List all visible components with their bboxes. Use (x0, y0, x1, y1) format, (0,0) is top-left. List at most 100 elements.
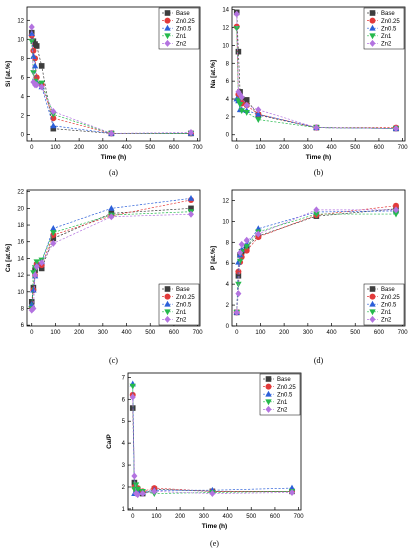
x-tick-label: 600 (270, 514, 281, 520)
data-point-zn0.5 (28, 30, 35, 37)
legend-label: Zn2 (277, 408, 288, 414)
legend-marker (265, 405, 272, 413)
legend-label: Zn0.25 (176, 19, 195, 25)
data-point-zn2 (108, 129, 115, 137)
data-point-zn0.25 (243, 247, 250, 254)
x-tick-label: 0 (30, 145, 34, 151)
data-point-zn2 (238, 240, 245, 248)
y-tick-label: 4 (226, 97, 230, 103)
data-point-zn2 (33, 263, 40, 271)
legend-label: Zn2 (176, 318, 187, 324)
data-point-zn1 (235, 281, 242, 288)
y-tick-label: 6 (226, 261, 230, 267)
x-tick-label: 400 (223, 514, 234, 520)
data-point-zn0.5 (30, 53, 37, 59)
panel-label: (c) (109, 356, 118, 365)
legend-marker (164, 300, 171, 307)
legend-marker (369, 10, 376, 16)
x-tick-label: 700 (398, 145, 409, 151)
x-tick-label: 200 (74, 145, 85, 151)
x-tick-label: 700 (193, 145, 204, 151)
panel-label: (b) (314, 168, 324, 177)
data-point-zn2 (233, 10, 240, 18)
x-tick-label: 300 (199, 514, 210, 520)
legend-label: Zn2 (381, 318, 392, 324)
y-tick-label: 8 (226, 61, 230, 67)
data-point-zn2 (235, 290, 242, 298)
data-point-zn2 (288, 488, 295, 496)
y-tick-label: 8 (21, 306, 25, 312)
data-point-zn2 (50, 108, 57, 116)
x-tick-label: 200 (74, 330, 85, 336)
data-point-zn1 (243, 110, 250, 116)
data-point-zn2 (33, 81, 40, 89)
legend-label: Zn0.25 (176, 295, 195, 301)
data-point-base (38, 63, 45, 69)
legend-marker (369, 293, 376, 300)
series-line-zn2 (31, 26, 191, 134)
data-point-base (235, 48, 242, 55)
data-point-zn2 (32, 271, 39, 279)
data-point-zn2 (30, 304, 37, 312)
legend-label: Zn0.5 (277, 392, 293, 398)
chart-panel-2: 0 100 200 300 400 500 600 700 0 2 4 6 8 10 12 14 Time (h… (210, 6, 409, 177)
y-tick-label: 8 (226, 240, 230, 246)
x-tick-label: 700 (294, 514, 305, 520)
legend-label: Zn2 (176, 42, 187, 48)
y-axis-label: Na [at.%] (210, 60, 217, 88)
legend-marker (369, 39, 376, 47)
y-tick-label: 4 (226, 282, 230, 288)
data-point-zn1 (243, 244, 250, 250)
x-tick-label: 600 (374, 145, 385, 151)
legend-marker (369, 300, 376, 307)
data-point-base (33, 43, 40, 49)
y-tick-label: 2 (122, 485, 126, 491)
y-tick-label: 6 (122, 397, 126, 403)
y-axis-label: Ca [at.%] (5, 244, 12, 272)
x-tick-label: 500 (145, 330, 156, 336)
legend-marker (164, 286, 171, 292)
data-point-zn2 (108, 213, 115, 221)
x-tick-label: 200 (175, 514, 186, 520)
legend-marker (369, 309, 376, 316)
x-tick-label: 600 (169, 330, 180, 336)
legend-label: Zn0.5 (381, 302, 397, 308)
y-tick-label: 16 (17, 240, 24, 246)
y-tick-label: 2 (21, 113, 25, 119)
data-point-zn1 (255, 117, 262, 123)
series-line-base (132, 408, 292, 494)
x-axis-label: Time (h) (306, 154, 332, 161)
data-point-base (50, 235, 57, 242)
series-line-zn2 (31, 213, 192, 311)
y-tick-label: 4 (122, 441, 126, 447)
data-point-base (235, 272, 242, 279)
series-line-zn1 (31, 211, 192, 309)
legend-marker (164, 315, 171, 323)
legend-marker (369, 17, 376, 24)
x-tick-label: 0 (30, 330, 34, 336)
x-tick-label: 300 (303, 145, 314, 151)
x-tick-label: 0 (131, 514, 135, 520)
legend-marker (369, 315, 376, 323)
y-tick-label: 14 (222, 8, 229, 14)
data-point-zn2 (238, 93, 245, 101)
legend-label: Base (176, 11, 190, 17)
x-tick-label: 400 (327, 145, 338, 151)
y-tick-label: 7 (122, 375, 126, 381)
y-tick-label: 10 (222, 43, 229, 49)
x-tick-label: 100 (255, 330, 266, 336)
x-tick-label: 0 (235, 145, 239, 151)
data-point-zn0.5 (187, 194, 195, 201)
legend-marker (164, 39, 171, 47)
legend-label: Zn1 (381, 34, 392, 40)
x-tick-label: 300 (98, 330, 109, 336)
data-point-zn2 (255, 106, 262, 114)
y-tick-label: 1 (122, 507, 126, 513)
data-point-zn1 (236, 258, 244, 265)
data-point-zn1 (235, 98, 242, 105)
legend-marker (369, 33, 376, 40)
legend-marker (265, 376, 272, 382)
legend-label: Base (381, 287, 395, 293)
